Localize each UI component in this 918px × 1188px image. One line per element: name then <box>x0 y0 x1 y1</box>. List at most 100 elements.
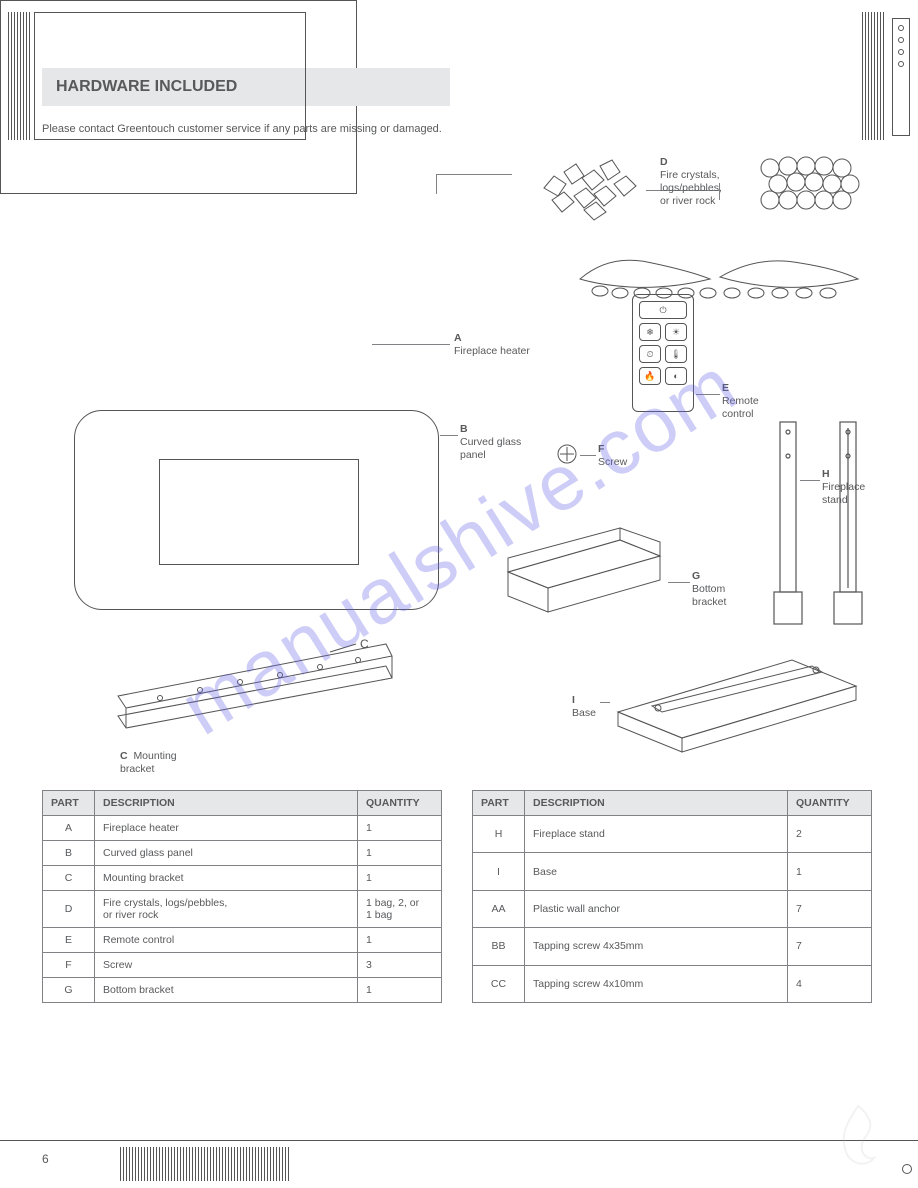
table-row: AFireplace heater1 <box>43 816 442 841</box>
label-text: Bottom bracket <box>692 583 726 608</box>
cell: Mounting bracket <box>95 866 358 891</box>
cell: BB <box>473 928 525 965</box>
cell: Bottom bracket <box>95 978 358 1003</box>
cell: G <box>43 978 95 1003</box>
cell: E <box>43 928 95 953</box>
fireplace-control-panel <box>892 18 910 136</box>
glass-cutout <box>159 459 359 565</box>
label-letter: I <box>572 694 575 706</box>
label-letter: D <box>660 156 668 168</box>
cell: F <box>43 953 95 978</box>
cell: Screw <box>95 953 358 978</box>
cell: 1 bag, 2, or 1 bag <box>358 891 442 928</box>
cell: Fire crystals, logs/pebbles, or river ro… <box>95 891 358 928</box>
cell: 1 <box>358 866 442 891</box>
label-d: D Fire crystals, logs/pebbles, or river … <box>660 156 722 209</box>
brand-flame-icon <box>826 1102 890 1174</box>
table-row: BBTapping screw 4x35mm7 <box>473 928 872 965</box>
cell: H <box>473 816 525 853</box>
label-text: Fire crystals, logs/pebbles, or river ro… <box>660 169 722 207</box>
cell: 4 <box>788 965 872 1002</box>
lead-line <box>800 480 820 481</box>
cell: AA <box>473 890 525 927</box>
col-header: PART <box>473 791 525 816</box>
ctrl-dot <box>898 37 904 43</box>
diagram-stands <box>772 418 878 632</box>
diagram-glass-panel <box>74 410 439 610</box>
table-row: BCurved glass panel1 <box>43 841 442 866</box>
svg-text:C: C <box>360 637 369 651</box>
diagram-crystals <box>538 154 644 224</box>
cell: Fireplace stand <box>525 816 788 853</box>
table-row: AAPlastic wall anchor7 <box>473 890 872 927</box>
cell: 3 <box>358 953 442 978</box>
label-text: Mounting bracket <box>120 750 177 775</box>
cell: Plastic wall anchor <box>525 890 788 927</box>
label-text: Curved glass panel <box>460 436 521 461</box>
label-i: I Base <box>572 694 596 720</box>
lead-line <box>436 174 437 194</box>
table-row: IBase1 <box>473 853 872 890</box>
cell: 7 <box>788 928 872 965</box>
table-row: ERemote control1 <box>43 928 442 953</box>
fireplace-screen <box>34 12 306 140</box>
diagram-logs-pebbles <box>570 233 865 303</box>
label-b: B Curved glass panel <box>460 423 521 462</box>
col-header: DESCRIPTION <box>525 791 788 816</box>
cell: A <box>43 816 95 841</box>
table-left-body: AFireplace heater1 BCurved glass panel1 … <box>43 816 442 1003</box>
cell: Curved glass panel <box>95 841 358 866</box>
cell: B <box>43 841 95 866</box>
table-row: CCTapping screw 4x10mm4 <box>473 965 872 1002</box>
remote-btn-icon: 🌡 <box>665 345 687 363</box>
cell: Tapping screw 4x10mm <box>525 965 788 1002</box>
cell: Fireplace heater <box>95 816 358 841</box>
diagram-mounting-bracket: C <box>110 638 406 743</box>
label-a: A Fireplace heater <box>454 332 530 358</box>
cell: D <box>43 891 95 928</box>
remote-btn-icon: ☀ <box>665 323 687 341</box>
table-right: PART DESCRIPTION QUANTITY HFireplace sta… <box>472 790 872 1003</box>
cell: 1 <box>358 928 442 953</box>
ctrl-dot <box>898 49 904 55</box>
col-header: DESCRIPTION <box>95 791 358 816</box>
label-text: Fireplace stand <box>822 481 865 506</box>
remote-btn-icon: ⏲ <box>639 345 661 363</box>
cell: Remote control <box>95 928 358 953</box>
diagram-river-rock <box>756 154 864 218</box>
diagram-bottom-bracket <box>500 528 668 624</box>
label-text: Screw <box>598 456 627 468</box>
col-header: PART <box>43 791 95 816</box>
label-letter: A <box>454 332 462 344</box>
remote-btn-icon: 🔥 <box>639 367 661 385</box>
cell: 1 <box>358 816 442 841</box>
cell: I <box>473 853 525 890</box>
cell: 1 <box>358 978 442 1003</box>
table-right-body: HFireplace stand2 IBase1 AAPlastic wall … <box>473 816 872 1003</box>
table-row: CMounting bracket1 <box>43 866 442 891</box>
remote-power-icon: ⏻ <box>639 301 687 319</box>
diagram-screw <box>556 443 578 465</box>
cell: C <box>43 866 95 891</box>
cell: Tapping screw 4x35mm <box>525 928 788 965</box>
hardware-tables: PART DESCRIPTION QUANTITY AFireplace hea… <box>42 790 876 1003</box>
table-row: GBottom bracket1 <box>43 978 442 1003</box>
remote-btn-icon: ◐ <box>665 367 687 385</box>
label-text: Remote control <box>722 395 759 420</box>
lead-line <box>600 702 610 703</box>
lead-line <box>436 174 512 175</box>
lead-line <box>668 582 690 583</box>
table-left: PART DESCRIPTION QUANTITY AFireplace hea… <box>42 790 442 1003</box>
label-e: E Remote control <box>722 382 759 421</box>
table-row: FScrew3 <box>43 953 442 978</box>
table-row: DFire crystals, logs/pebbles, or river r… <box>43 891 442 928</box>
col-header: QUANTITY <box>788 791 872 816</box>
diagram-remote: ⏻ ❄ ☀ ⏲ 🌡 🔥 ◐ <box>632 294 694 412</box>
remote-btn-icon: ❄ <box>639 323 661 341</box>
cell: 1 <box>358 841 442 866</box>
lead-line <box>580 455 596 456</box>
label-letter: B <box>460 423 468 435</box>
col-header: QUANTITY <box>358 791 442 816</box>
label-letter: E <box>722 382 729 394</box>
label-letter: G <box>692 570 700 582</box>
